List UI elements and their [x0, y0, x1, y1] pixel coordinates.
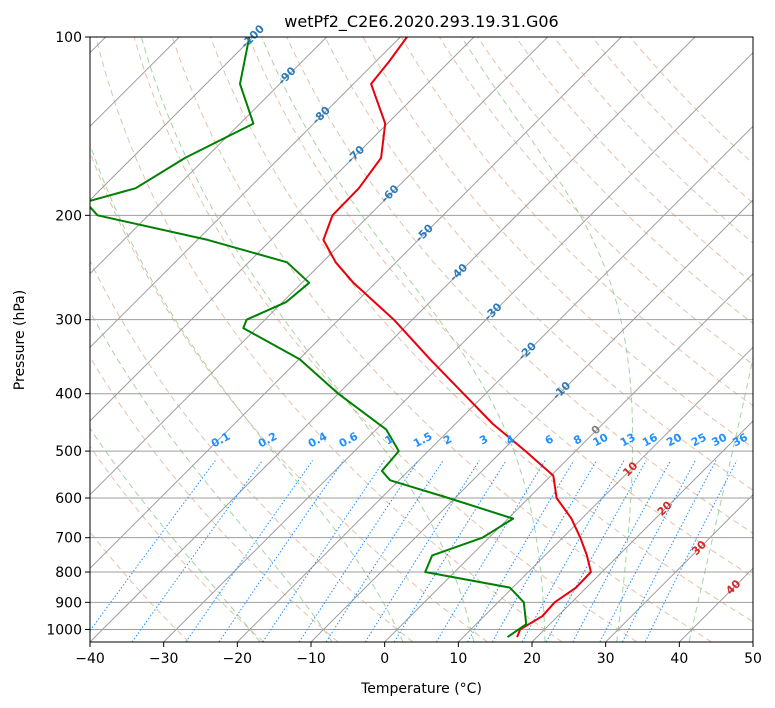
- moist-adiabat: [461, 37, 634, 642]
- mixing-ratio-label: 16: [640, 431, 660, 450]
- y-tick-label: 800: [55, 565, 82, 581]
- isotherm: [90, 37, 254, 201]
- moist-adiabat: [688, 355, 753, 642]
- mixing-ratio-label: 36: [730, 431, 750, 450]
- profile-lines: [90, 37, 592, 638]
- mixing-ratio-label: 10: [591, 430, 611, 449]
- mixing-ratio-line: [545, 460, 647, 642]
- y-tick-label: 500: [55, 444, 82, 460]
- y-tick-label: 1000: [46, 622, 82, 638]
- isotherm: [90, 37, 475, 422]
- mixing-ratio-label: 20: [664, 430, 684, 449]
- y-tick-label: 100: [55, 30, 82, 46]
- dry-adiabat: [591, 37, 753, 204]
- dry-adiabat: [400, 37, 753, 407]
- x-tick-label: −40: [75, 651, 105, 667]
- mixing-ratio-line: [218, 460, 344, 642]
- moist-adiabat: [90, 427, 261, 642]
- mixing-ratio-line: [364, 460, 480, 642]
- x-axis-label: Temperature (°C): [360, 681, 482, 697]
- mixing-ratio-line: [393, 460, 507, 642]
- mixing-ratio-line: [572, 460, 672, 642]
- x-tick-label: 50: [744, 651, 762, 667]
- dewpoint-line: [90, 37, 528, 638]
- isotherm: [163, 51, 753, 642]
- y-tick-label: 300: [55, 313, 82, 329]
- mixing-ratio-label: 30: [710, 431, 730, 450]
- dry-adiabat: [90, 259, 414, 642]
- isotherm: [310, 199, 753, 642]
- moist-adiabat: [261, 37, 546, 642]
- temperature-line: [322, 37, 592, 638]
- chart-title: wetPf2_C2E6.2020.293.19.31.G06: [284, 12, 558, 32]
- dry-adiabat: [629, 37, 753, 165]
- y-axis: 100 200 300 400 500 600 700 800 900 1000: [46, 30, 90, 638]
- y-axis-label: Pressure (hPa): [12, 290, 28, 390]
- isotherm: [531, 420, 753, 642]
- dry-adiabat: [210, 37, 753, 623]
- mixing-ratio-line: [90, 460, 216, 632]
- mixing-ratio-line: [262, 460, 385, 642]
- dry-adiabat: [515, 37, 753, 284]
- y-tick-label: 600: [55, 491, 82, 507]
- dry-adiabat: [90, 445, 264, 642]
- mixing-ratio-line: [298, 460, 419, 642]
- isotherm: [90, 37, 549, 496]
- isotherm: [90, 37, 696, 642]
- isotherm: [236, 125, 753, 642]
- mixing-ratio-line: [644, 460, 738, 642]
- x-tick-label: 0: [380, 651, 389, 667]
- x-axis: −40 −30 −20 −10 0 10 20 30 40 50: [75, 642, 762, 667]
- x-tick-label: −20: [223, 651, 253, 667]
- y-tick-label: 900: [55, 595, 82, 611]
- isotherm: [90, 37, 401, 349]
- mixing-ratio-line: [435, 460, 546, 642]
- moist-adiabat: [90, 142, 404, 642]
- y-tick-label: 700: [55, 531, 82, 547]
- dry-adiabat: [477, 37, 753, 325]
- x-tick-label: 10: [449, 651, 467, 667]
- isotherm: [90, 37, 622, 570]
- x-tick-label: −10: [296, 651, 326, 667]
- moist-adiabat: [140, 37, 475, 642]
- isotherm: [457, 346, 753, 642]
- mixing-ratio-line: [599, 460, 696, 642]
- isotherm: [384, 272, 753, 642]
- x-tick-label: 30: [597, 651, 615, 667]
- plot-frame: [89, 36, 754, 643]
- mixing-ratio-label: 13: [618, 431, 638, 450]
- dry-adiabat: [248, 37, 753, 578]
- x-tick-label: −30: [149, 651, 179, 667]
- x-tick-label: 40: [670, 651, 688, 667]
- moist-adiabat: [90, 310, 333, 642]
- y-tick-label: 200: [55, 208, 82, 224]
- x-tick-label: 20: [523, 651, 541, 667]
- dry-adiabat: [95, 37, 563, 642]
- dry-adiabat: [133, 37, 638, 642]
- mixing-ratio-line: [621, 460, 717, 642]
- y-tick-label: 400: [55, 387, 82, 403]
- dry-adiabat: [171, 37, 712, 642]
- mixing-ratio-line: [131, 460, 263, 642]
- mixing-ratio-label: 25: [689, 431, 709, 450]
- isotherm: [605, 493, 753, 642]
